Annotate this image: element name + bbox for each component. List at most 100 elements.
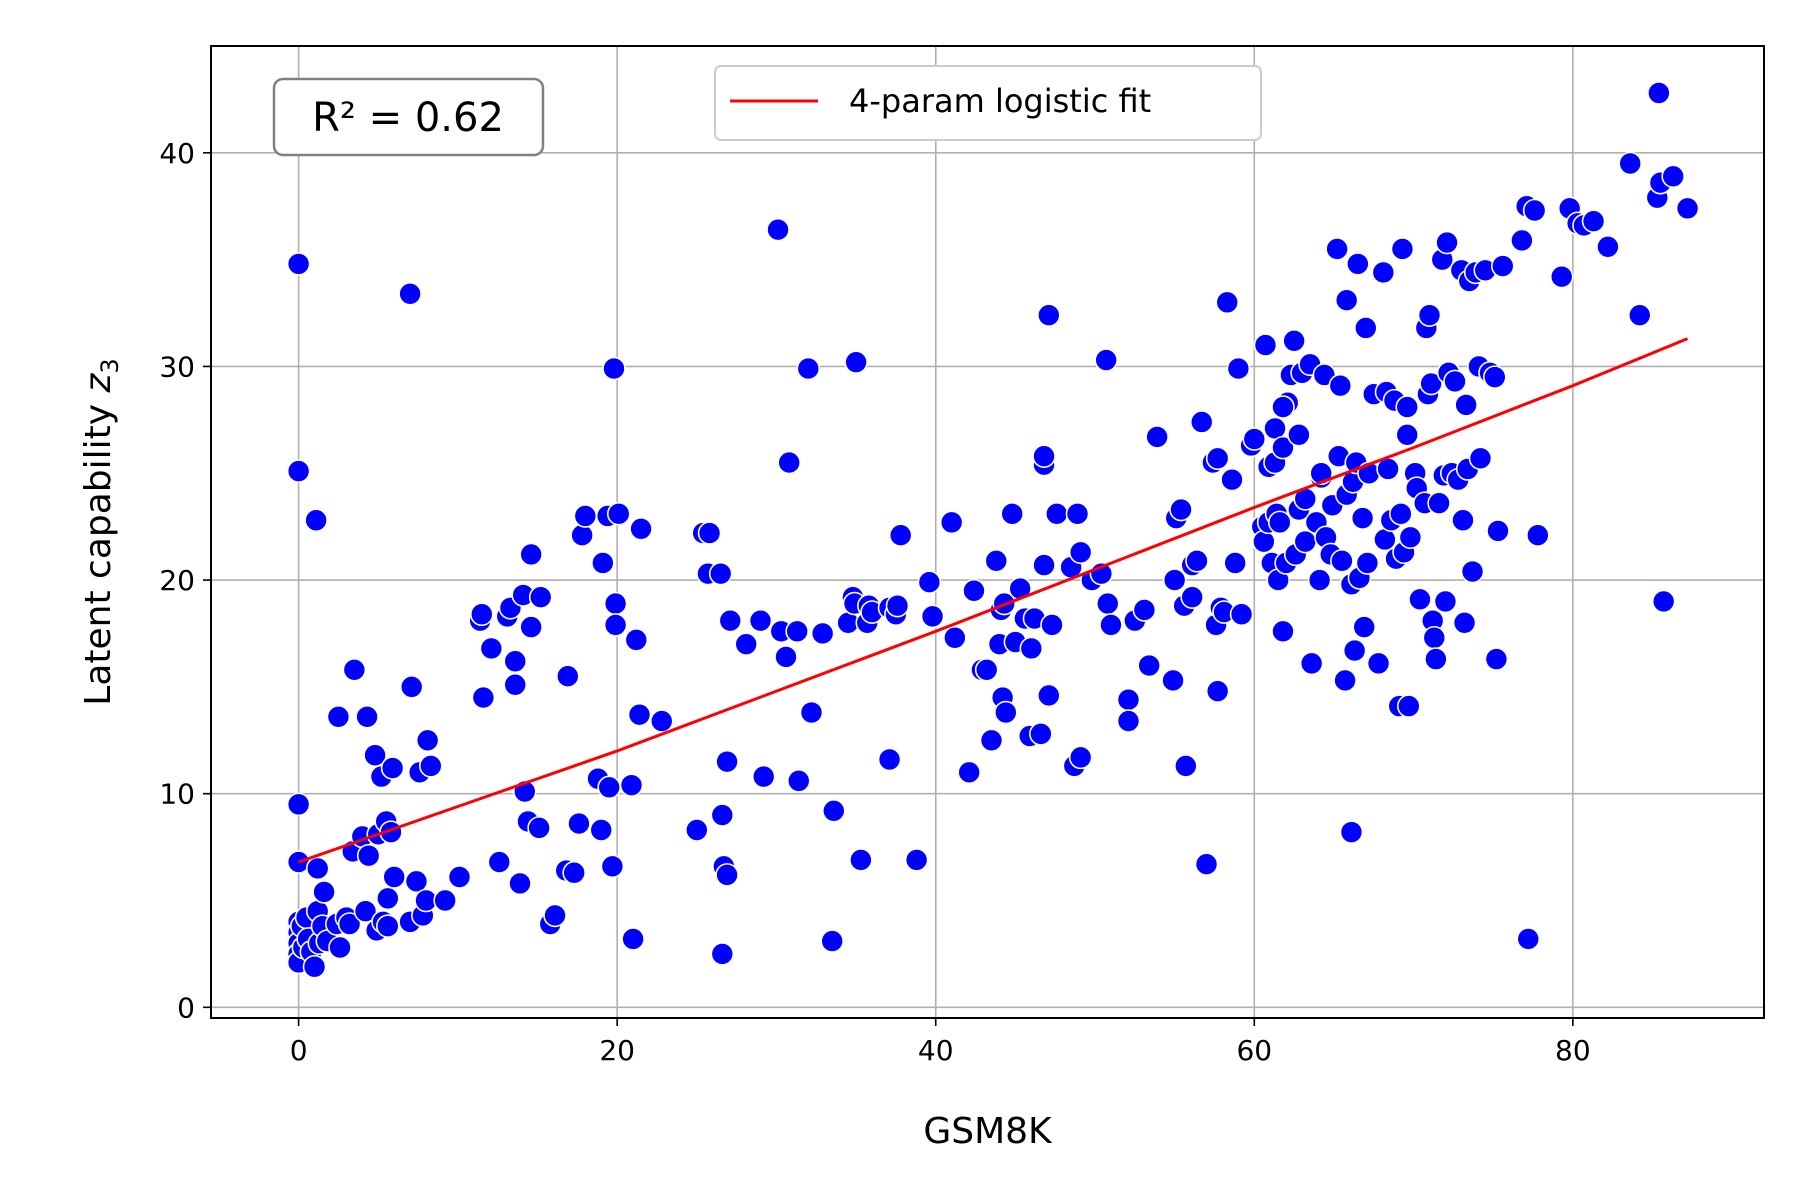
scatter-point xyxy=(710,803,735,827)
axis-ticks: 0 20 40 60 80 0 10 20 30 40 xyxy=(159,137,1590,1067)
scatter-point xyxy=(399,675,424,699)
scatter-point xyxy=(624,628,649,652)
scatter-point xyxy=(1395,395,1420,419)
scatter-point xyxy=(433,888,457,913)
scatter-point xyxy=(1346,252,1370,276)
scatter-point xyxy=(1483,365,1507,389)
scatter-point xyxy=(567,811,591,836)
scatter-point xyxy=(718,608,743,633)
scatter-point xyxy=(312,880,336,904)
scatter-point xyxy=(1397,694,1421,718)
scatter-point xyxy=(1390,237,1415,261)
scatter-point xyxy=(974,657,999,682)
scatter-point xyxy=(708,561,733,586)
scatter-point xyxy=(1253,333,1278,357)
scatter-point xyxy=(621,927,645,951)
scatter-point xyxy=(342,657,367,682)
scatter-point xyxy=(715,749,739,774)
scatter-point xyxy=(1675,196,1700,221)
scatter-point xyxy=(1352,615,1377,639)
scatter-point xyxy=(799,700,824,725)
scatter-point xyxy=(326,704,351,729)
scatter-point xyxy=(888,523,913,548)
scatter-point xyxy=(570,523,594,548)
scatter-point xyxy=(844,350,868,374)
scatter-point xyxy=(1596,235,1620,259)
scatter-point xyxy=(885,593,910,618)
scatter-point xyxy=(597,775,622,800)
scatter-point xyxy=(1116,709,1141,733)
scatter-point xyxy=(1162,568,1187,592)
scatter-point xyxy=(1419,371,1443,396)
scatter-point xyxy=(1044,502,1069,526)
scatter-point xyxy=(1486,519,1510,543)
scatter-point xyxy=(1333,668,1357,693)
scatter-point xyxy=(1194,852,1219,876)
y-tick-label: 10 xyxy=(159,778,195,811)
scatter-point xyxy=(356,843,381,868)
scatter-point xyxy=(810,621,835,646)
scatter-point xyxy=(984,549,1009,573)
scatter-point xyxy=(1019,636,1044,661)
stat-annotation: R² = 0.62 xyxy=(272,77,545,157)
scatter-point xyxy=(355,704,379,729)
scatter-point xyxy=(904,848,929,872)
scatter-point xyxy=(380,756,405,780)
scatter-point xyxy=(1174,754,1198,778)
scatter-point xyxy=(1522,198,1547,223)
scatter-point xyxy=(1510,228,1534,253)
scatter-point xyxy=(1581,209,1606,233)
scatter-point xyxy=(286,792,311,817)
x-tick-label: 0 xyxy=(290,1034,308,1067)
scatter-point xyxy=(471,685,496,710)
scatter-point xyxy=(734,632,758,656)
scatter-point xyxy=(1433,589,1458,614)
scatter-point xyxy=(1032,553,1056,577)
scatter-point xyxy=(1443,369,1467,394)
scatter-point xyxy=(1490,254,1515,278)
scatter-point xyxy=(1267,510,1292,535)
x-tick-label: 80 xyxy=(1555,1034,1591,1067)
scatter-point xyxy=(994,700,1018,725)
scatter-point xyxy=(527,816,551,840)
scatter-point xyxy=(1271,435,1295,460)
scatter-point xyxy=(328,935,352,960)
scatter-point xyxy=(920,604,945,629)
scatter-point xyxy=(363,743,387,768)
fit-line xyxy=(298,337,1689,864)
y-tick-label: 30 xyxy=(159,350,195,383)
scatter-point xyxy=(820,929,845,953)
scatter-point xyxy=(503,649,528,674)
scatter-point xyxy=(1371,260,1396,285)
y-axis-title: Latent capability z3 xyxy=(78,358,124,705)
y-axis-title-subscript: 3 xyxy=(96,358,124,373)
scatter-point xyxy=(1468,446,1493,471)
scatter-point xyxy=(305,856,330,881)
scatter-point xyxy=(398,282,422,306)
scatter-point xyxy=(649,709,674,733)
scatter-point xyxy=(1252,529,1276,554)
scatter-point xyxy=(1408,587,1432,612)
scatter-point xyxy=(1549,264,1574,289)
scatter-point xyxy=(1647,81,1671,105)
scatter-point xyxy=(1282,329,1306,353)
scatter-point xyxy=(519,542,543,567)
plot-frame xyxy=(210,45,1765,1019)
scatter-point xyxy=(1226,356,1251,381)
scatter-point xyxy=(796,356,821,381)
scatter-point xyxy=(1094,348,1118,372)
scatter-point xyxy=(1661,164,1686,189)
scatter-point xyxy=(1095,591,1120,616)
scatter-point xyxy=(1205,679,1230,703)
scatter-point xyxy=(573,504,598,528)
scatter-point xyxy=(1242,427,1267,451)
scatter-point xyxy=(1484,647,1509,671)
legend-fit-label: 4-param logistic fit xyxy=(849,82,1151,120)
scatter-point xyxy=(1454,393,1478,417)
scatter-point xyxy=(979,728,1004,753)
scatter-point xyxy=(1040,613,1064,637)
scatter-point xyxy=(1229,602,1254,627)
scatter-point xyxy=(751,764,776,789)
scatter-point xyxy=(602,356,626,381)
scatter-point xyxy=(1451,508,1475,533)
